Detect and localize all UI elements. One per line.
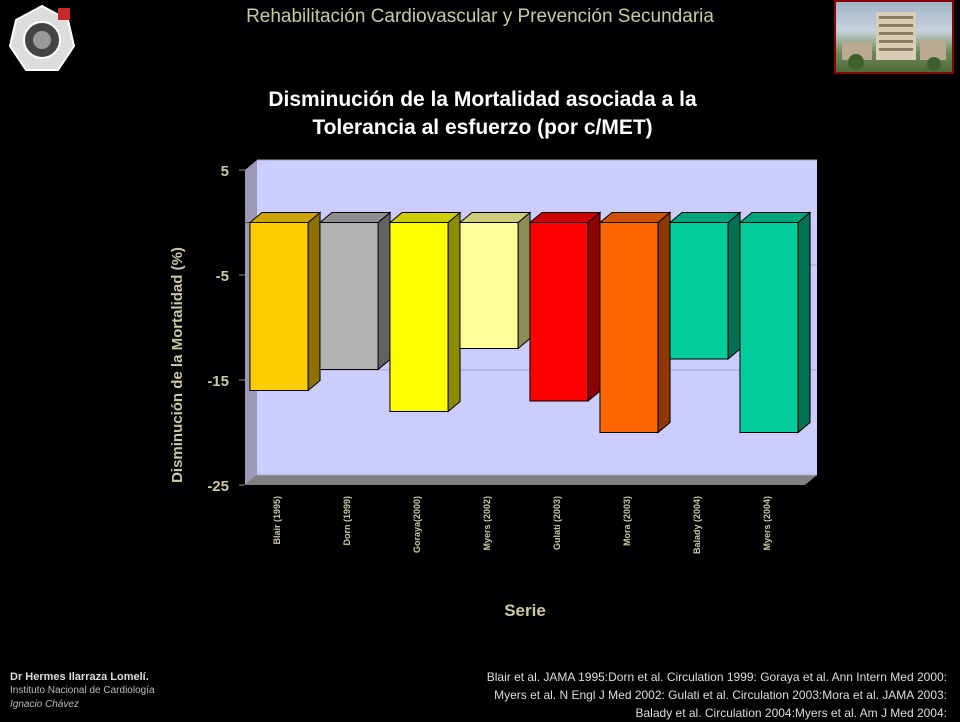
bar: [249, 222, 309, 391]
y-tick-label: 5: [221, 163, 229, 180]
y-axis-title: Disminución de la Mortalidad (%): [169, 247, 186, 483]
bar-side: [797, 211, 811, 434]
bar-side: [307, 211, 321, 392]
chart-title-line-2: Tolerancia al esfuerzo (por c/MET): [312, 116, 653, 139]
institution-logo-icon: [8, 4, 76, 71]
axis-labels: 5 -5 -15 -25 Blair (1995) Dorn (1999) Goraya(2…: [207, 163, 772, 554]
plot-floor: [245, 475, 817, 485]
references: Blair et al. JAMA 1995:Dorn et al. Circu…: [380, 668, 947, 722]
bar: [389, 222, 449, 412]
x-tick-label: Mora (2003): [622, 496, 632, 546]
x-tick-label: Gulati (2003): [552, 496, 562, 550]
bar-top: [318, 212, 392, 223]
reference-line: Myers et al. N Engl J Med 2002: Gulati e…: [494, 688, 947, 702]
x-tick-label: Goraya(2000): [412, 496, 422, 553]
x-tick-label: Myers (2002): [482, 496, 492, 551]
bar: [459, 222, 519, 349]
institution-name-2: Ignacio Chávez: [10, 699, 79, 710]
header-title: Rehabilitación Cardiovascular y Prevenci…: [246, 6, 714, 27]
bar-top: [248, 212, 322, 223]
bar-side: [727, 211, 741, 361]
bar-side: [587, 211, 601, 403]
bar-side: [657, 211, 671, 434]
y-tick-label: -25: [207, 478, 229, 495]
bar-side: [517, 211, 531, 350]
reference-line: Balady et al. Circulation 2004:Myers et …: [635, 706, 948, 720]
institution-name: Instituto Nacional de Cardiología: [10, 685, 155, 696]
hospital-building-photo: [834, 0, 954, 74]
bar-top: [668, 212, 742, 223]
author-name: Dr Hermes Ilarraza Lomelí.: [10, 671, 149, 683]
reference-line: Blair et al. JAMA 1995:Dorn et al. Circu…: [486, 670, 947, 684]
chart-title-line-1: Disminución de la Mortalidad asociada a …: [268, 88, 697, 111]
bar-top: [458, 212, 532, 223]
bar-top: [388, 212, 462, 223]
bar-top: [528, 212, 602, 223]
bar-top: [598, 212, 672, 223]
x-tick-label: Myers (2004): [762, 496, 772, 551]
x-axis-title: Serie: [504, 601, 546, 620]
x-tick-label: Balady (2004): [692, 496, 702, 554]
bar-side: [377, 211, 391, 371]
bar-top: [738, 212, 812, 223]
bar: [739, 222, 799, 433]
author-credit: Dr Hermes Ilarraza Lomelí. Instituto Nac…: [10, 670, 155, 712]
bar: [529, 222, 589, 402]
bar-side: [447, 211, 461, 413]
chart-title: Disminución de la Mortalidad asociada a …: [150, 86, 815, 142]
x-tick-label: Dorn (1999): [342, 496, 352, 546]
bar: [319, 222, 379, 370]
y-tick-label: -5: [216, 268, 229, 285]
x-tick-label: Blair (1995): [272, 496, 282, 545]
bars: [248, 211, 812, 434]
y-tick-label: -15: [207, 373, 229, 390]
bar: [669, 222, 729, 360]
bar: [599, 222, 659, 433]
